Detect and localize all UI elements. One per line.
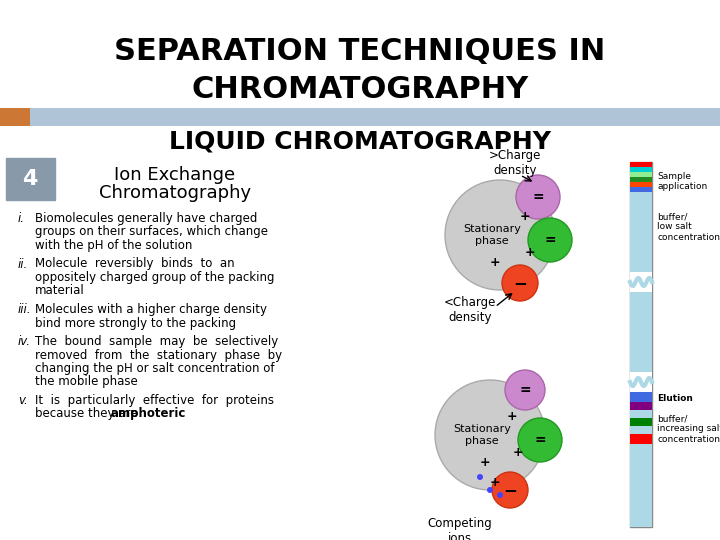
Bar: [630, 172, 652, 177]
Text: +: +: [513, 447, 523, 460]
Bar: [630, 418, 652, 426]
Text: +: +: [490, 256, 500, 269]
Bar: [630, 272, 652, 292]
Text: ii.: ii.: [18, 258, 28, 271]
Text: SEPARATION TECHNIQUES IN: SEPARATION TECHNIQUES IN: [114, 37, 606, 66]
Text: =: =: [544, 233, 556, 247]
Text: Chromatography: Chromatography: [99, 184, 251, 202]
Bar: [630, 192, 652, 272]
FancyBboxPatch shape: [6, 158, 55, 200]
Text: buffer/
low salt
concentration: buffer/ low salt concentration: [657, 212, 720, 242]
Text: material: material: [35, 285, 85, 298]
Text: buffer/
increasing salt
concentration: buffer/ increasing salt concentration: [657, 414, 720, 444]
Text: =: =: [534, 433, 546, 447]
Text: changing the pH or salt concentration of: changing the pH or salt concentration of: [35, 362, 274, 375]
Text: iv.: iv.: [18, 335, 31, 348]
Text: Molecules with a higher charge density: Molecules with a higher charge density: [35, 303, 267, 316]
Circle shape: [445, 180, 555, 290]
Circle shape: [516, 175, 560, 219]
Bar: [630, 372, 652, 392]
Text: Biomolecules generally have charged: Biomolecules generally have charged: [35, 212, 257, 225]
Text: bind more strongly to the packing: bind more strongly to the packing: [35, 316, 236, 329]
Bar: [630, 292, 652, 372]
Bar: [630, 392, 652, 402]
Text: the mobile phase: the mobile phase: [35, 375, 138, 388]
Text: −: −: [503, 481, 517, 499]
Text: Ion Exchange: Ion Exchange: [114, 166, 235, 184]
Text: Elution: Elution: [657, 394, 693, 403]
Text: with the pH of the solution: with the pH of the solution: [35, 239, 192, 252]
Text: amphoteric: amphoteric: [110, 408, 186, 421]
Text: Molecule  reversibly  binds  to  an: Molecule reversibly binds to an: [35, 258, 235, 271]
Text: +: +: [507, 410, 517, 423]
Text: +: +: [480, 456, 490, 469]
Text: +: +: [520, 211, 531, 224]
Text: because they are: because they are: [35, 408, 141, 421]
Bar: [630, 187, 652, 192]
Text: CHROMATOGRAPHY: CHROMATOGRAPHY: [192, 76, 528, 105]
Bar: [0, 108, 30, 126]
Bar: [630, 444, 652, 527]
Text: i.: i.: [18, 212, 25, 225]
Bar: [630, 177, 652, 182]
Bar: [630, 162, 652, 167]
Text: oppositely charged group of the packing: oppositely charged group of the packing: [35, 271, 274, 284]
Text: =: =: [519, 383, 531, 397]
Bar: [630, 410, 652, 418]
Text: +: +: [525, 246, 535, 260]
Circle shape: [487, 487, 493, 493]
Text: LIQUID CHROMATOGRAPHY: LIQUID CHROMATOGRAPHY: [169, 130, 551, 154]
Text: >Charge
density: >Charge density: [489, 149, 541, 177]
Circle shape: [492, 472, 528, 508]
Text: Stationary
phase: Stationary phase: [463, 224, 521, 246]
Text: v.: v.: [18, 394, 28, 407]
Text: iii.: iii.: [18, 303, 32, 316]
Bar: [630, 426, 652, 434]
Text: =: =: [532, 190, 544, 204]
Circle shape: [497, 492, 503, 498]
Circle shape: [477, 474, 483, 480]
FancyBboxPatch shape: [0, 0, 720, 155]
Circle shape: [505, 370, 545, 410]
Text: Competing
ions: Competing ions: [428, 517, 492, 540]
Text: 4: 4: [22, 169, 37, 189]
Bar: [0, 108, 720, 126]
Text: Sample
application: Sample application: [657, 172, 707, 191]
Bar: [630, 402, 652, 410]
Text: groups on their surfaces, which change: groups on their surfaces, which change: [35, 226, 268, 239]
Bar: [630, 182, 652, 187]
Circle shape: [518, 418, 562, 462]
Bar: [630, 434, 652, 444]
Bar: [630, 167, 652, 172]
Text: −: −: [513, 274, 527, 292]
Circle shape: [435, 380, 545, 490]
Circle shape: [502, 265, 538, 301]
Text: Stationary
phase: Stationary phase: [453, 424, 511, 446]
Text: It  is  particularly  effective  for  proteins: It is particularly effective for protein…: [35, 394, 274, 407]
Bar: [630, 162, 652, 527]
Text: <Charge
density: <Charge density: [444, 296, 496, 324]
Text: +: +: [490, 476, 500, 489]
Text: The  bound  sample  may  be  selectively: The bound sample may be selectively: [35, 335, 278, 348]
Circle shape: [528, 218, 572, 262]
Bar: [0, 155, 720, 540]
Text: removed  from  the  stationary  phase  by: removed from the stationary phase by: [35, 348, 282, 361]
